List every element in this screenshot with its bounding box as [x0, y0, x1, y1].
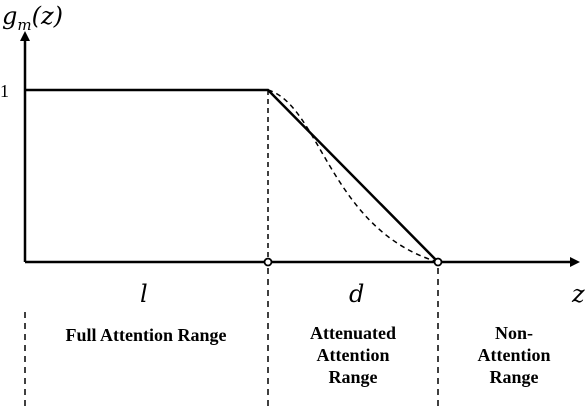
region-label-full-attention: Full Attention Range	[65, 325, 227, 345]
y-axis-label: gm(z)	[2, 2, 63, 34]
region-label-attenuated-attention: Attenuated Attention Range	[310, 323, 396, 387]
boundary-marker-l	[263, 257, 273, 267]
boundary-marker-d	[433, 257, 443, 267]
region-label-non-attention: Non- Attention Range	[477, 323, 551, 387]
gm-solid-curve	[25, 88, 439, 263]
segment-label-d: d	[349, 280, 364, 308]
gm-dashed-smooth-curve	[267, 89, 439, 263]
y-tick-label-1: 1	[0, 81, 9, 101]
x-axis-label: z	[571, 280, 585, 308]
segment-label-l: l	[140, 280, 148, 308]
